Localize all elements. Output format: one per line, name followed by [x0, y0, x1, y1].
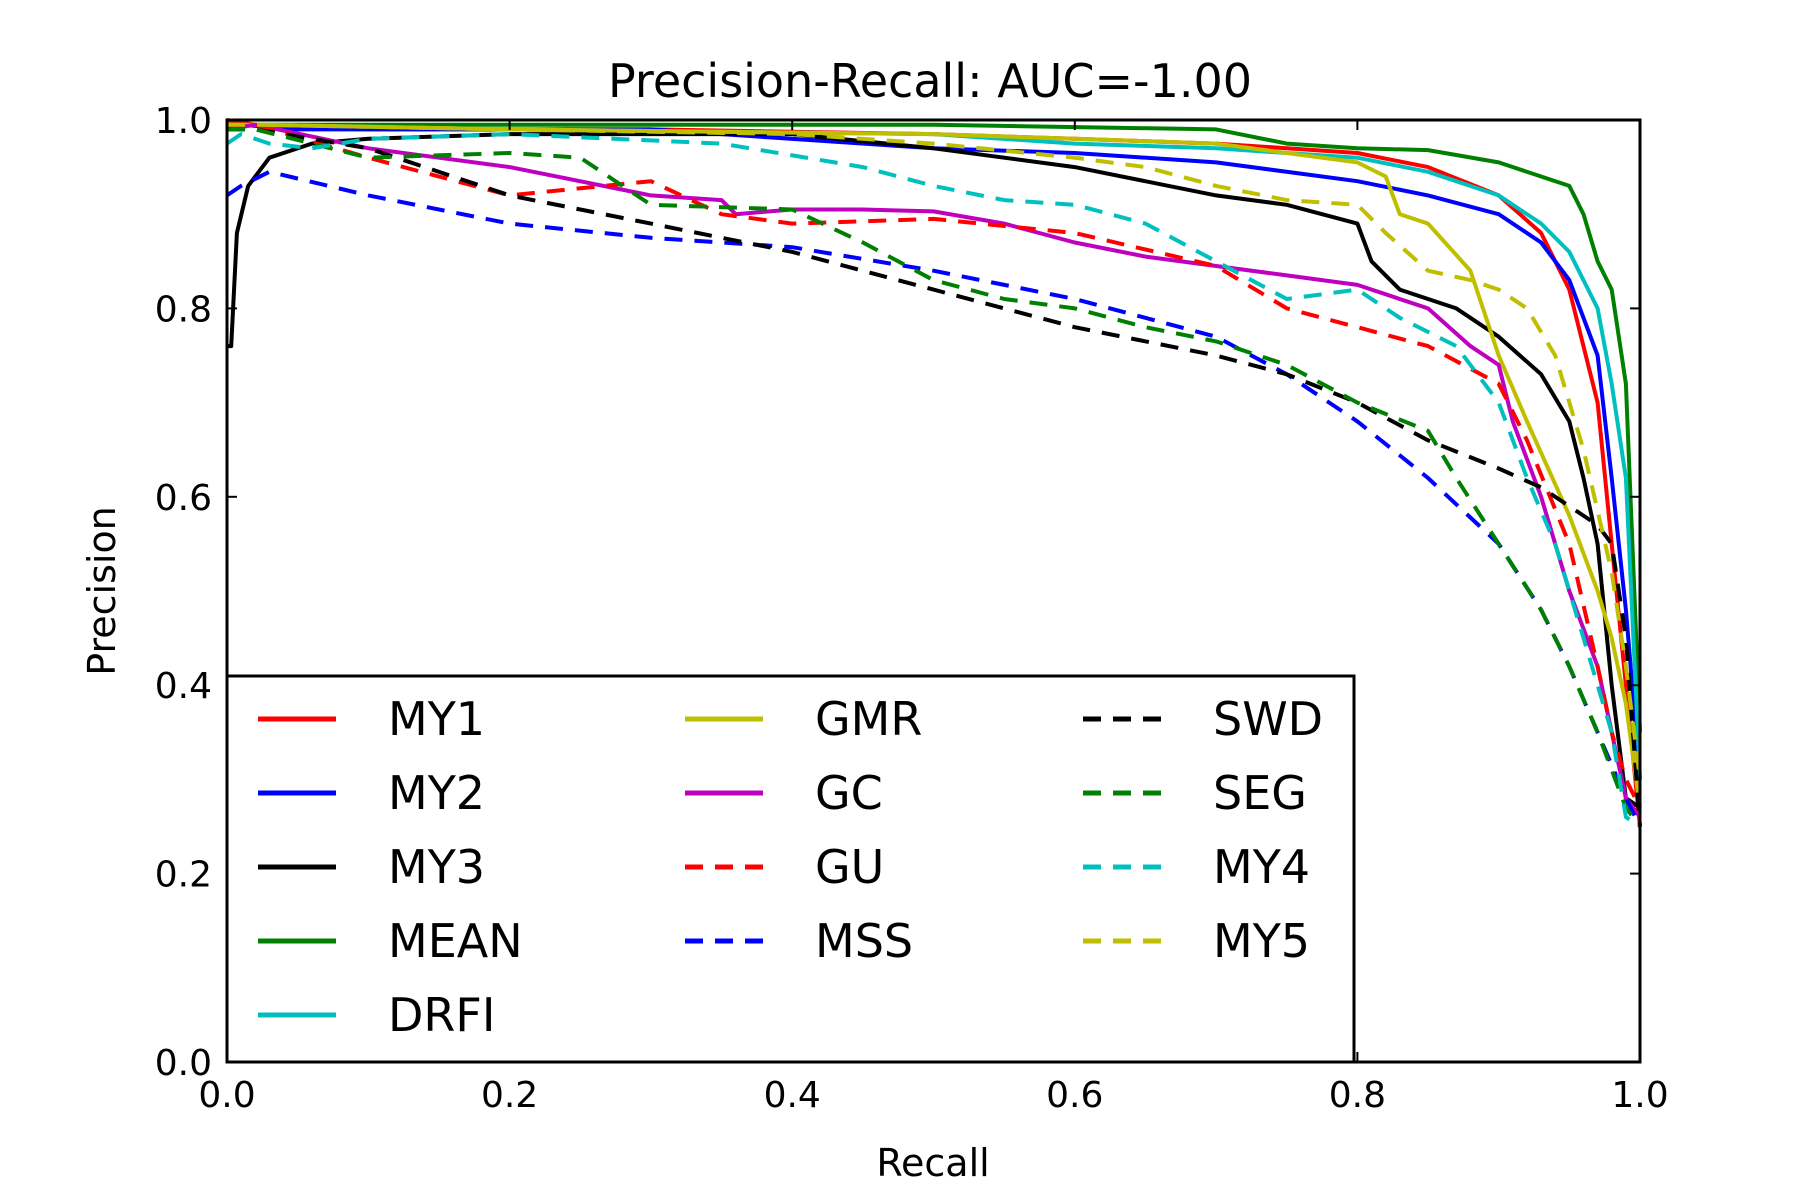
legend-label-my3: MY3	[388, 840, 485, 894]
ticks-layer: 0.0 0.2 0.4 0.6 0.8 1.0 0.0 0.2 0.4 0.6 0.8 1.0	[155, 101, 1669, 1116]
y-tick-label: 1.0	[155, 101, 212, 142]
y-tick-label: 0.6	[155, 478, 212, 519]
series-line-mean	[227, 122, 1642, 733]
x-tick-label: 0.0	[198, 1075, 255, 1116]
x-tick-label: 0.4	[764, 1075, 821, 1116]
legend-label-my5: MY5	[1213, 914, 1310, 968]
x-tick-label: 1.0	[1611, 1075, 1668, 1116]
series-line-gu	[226, 122, 1642, 809]
y-axis-label: Precision	[80, 506, 124, 676]
series-line-my5	[227, 122, 1642, 780]
x-tick-label: 0.6	[1046, 1075, 1103, 1116]
legend-label-seg: SEG	[1213, 766, 1307, 820]
legend-label-mean: MEAN	[388, 914, 523, 968]
series-line-my3	[227, 132, 1642, 810]
x-tick-label: 0.2	[481, 1075, 538, 1116]
series-line-my4	[225, 132, 1642, 829]
x-tick-label: 0.8	[1329, 1075, 1386, 1116]
y-tick-label: 0.4	[155, 666, 212, 707]
legend-label-gmr: GMR	[815, 692, 922, 746]
legend-label-drfi: DRFI	[388, 988, 495, 1042]
legend-label-swd: SWD	[1213, 692, 1323, 746]
x-axis-label: Recall	[876, 1141, 989, 1185]
legend-label-my1: MY1	[388, 692, 485, 746]
legend-label-mss: MSS	[815, 914, 913, 968]
y-tick-label: 0.2	[155, 855, 212, 896]
series-layer	[225, 118, 1642, 829]
chart-title: Precision-Recall: AUC=-1.00	[608, 54, 1252, 108]
legend-label-my4: MY4	[1213, 840, 1310, 894]
y-tick-label: 0.8	[155, 289, 212, 330]
legend-label-my2: MY2	[388, 766, 485, 820]
series-line-gmr	[227, 122, 1642, 808]
legend-box	[225, 674, 1356, 1064]
y-tick-label: 0.0	[155, 1043, 212, 1084]
legend-label-gu: GU	[815, 840, 884, 894]
series-line-swd	[227, 127, 1642, 827]
series-line-seg	[227, 127, 1642, 828]
legend: MY1 MY2 MY3 MEAN DRFI GMR GC GU MSS SWD SEG MY4 MY5	[225, 674, 1356, 1064]
legend-label-gc: GC	[815, 766, 883, 820]
